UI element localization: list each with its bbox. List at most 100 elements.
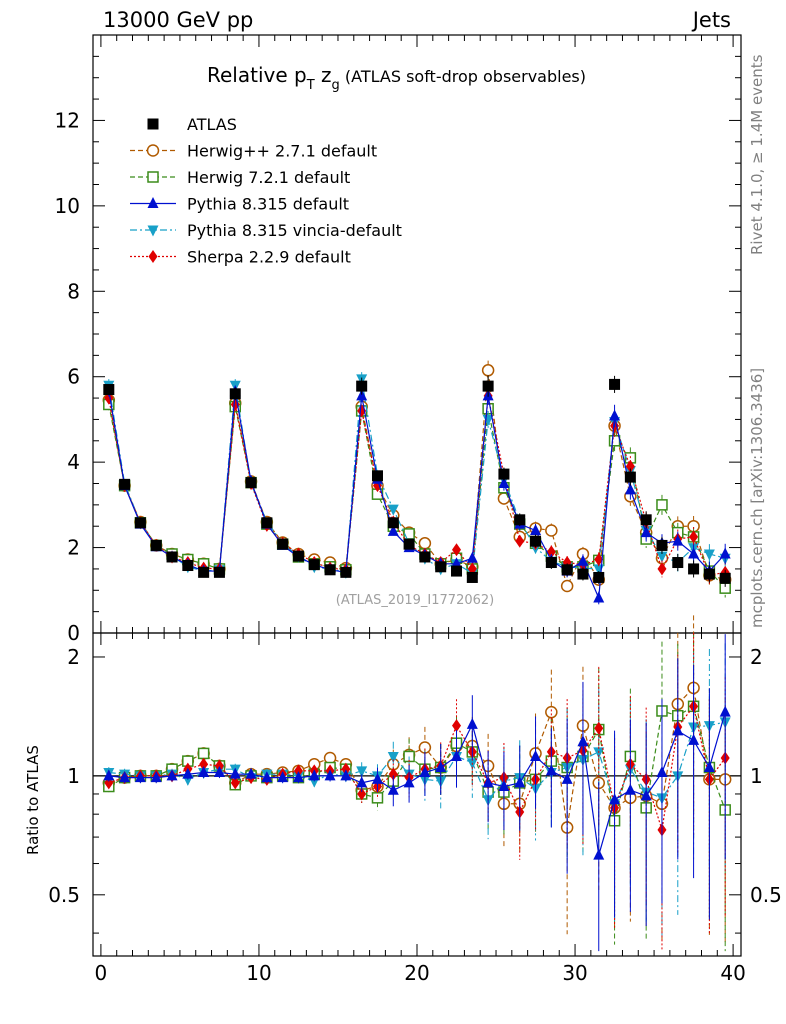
legend-marker-herwigpp — [146, 144, 160, 157]
main-atlas-point — [577, 568, 589, 580]
main-pythia-point — [672, 534, 684, 546]
ratio-pythia-point — [261, 771, 273, 783]
main-atlas-point — [166, 551, 178, 563]
ratio-y-tick-label-right: 1 — [750, 764, 763, 788]
main-atlas-point — [545, 557, 557, 569]
main-pythia-point — [688, 547, 700, 559]
ratio-sherpa-point — [214, 759, 224, 773]
ratio-vincia-point — [356, 766, 368, 778]
ratio-pythia-point — [561, 772, 573, 784]
main-atlas-point — [292, 550, 304, 562]
main-atlas-point — [498, 468, 510, 480]
main-vincia-group — [103, 372, 731, 580]
main-atlas-point — [435, 561, 447, 573]
main-pythia-point — [624, 483, 636, 495]
ratio-pythia-point — [134, 771, 146, 783]
main-sherpa-point — [689, 530, 699, 544]
legend: ATLAS Herwig++ 2.7.1 default Herwig 7.2.1 … — [130, 115, 402, 267]
ratio-y-axis-label: Ratio to ATLAS — [24, 745, 42, 855]
legend-label-herwigpp: Herwig++ 2.7.1 default — [187, 142, 377, 161]
ratio-pythia-point — [403, 776, 415, 788]
ratio-pythia-group — [103, 634, 731, 952]
main-atlas-point — [656, 539, 668, 551]
main-atlas-point — [356, 380, 368, 392]
legend-label-herwig7: Herwig 7.2.1 default — [187, 168, 350, 187]
main-atlas-point — [371, 470, 383, 482]
ratio-pythia-point — [435, 761, 447, 773]
ratio-pythia-point — [324, 769, 336, 781]
main-atlas-point — [245, 477, 257, 489]
y-tick-label: 8 — [67, 279, 80, 303]
ratio-vincia-point — [593, 747, 605, 759]
main-atlas-point — [451, 565, 463, 577]
main-atlas-point — [466, 571, 478, 583]
main-atlas-point — [150, 539, 162, 551]
ratio-pythia-point — [514, 776, 526, 788]
ratio-sherpa-point — [230, 776, 240, 790]
analysis-watermark: (ATLAS_2019_I1772062) — [336, 593, 494, 608]
ratio-sherpa-point — [452, 719, 462, 733]
ratio-vincia-group — [103, 643, 731, 936]
legend-label-pythia: Pythia 8.315 default — [187, 195, 349, 214]
main-atlas-group — [103, 375, 731, 587]
ratio-y-tick-label: 1 — [67, 764, 80, 788]
ratio-pythia-point — [308, 769, 320, 781]
ratio-pythia-point — [198, 765, 210, 777]
ratio-pythia-point — [182, 767, 194, 779]
ratio-pythia-point — [530, 749, 542, 761]
main-sherpa-line — [108, 395, 726, 577]
ratio-pythia-point — [593, 848, 605, 860]
ratio-pythia-point — [166, 769, 178, 781]
main-herwig7-point — [403, 528, 415, 540]
legend-label-sherpa: Sherpa 2.2.9 default — [187, 248, 351, 267]
ratio-pythia-point — [371, 772, 383, 784]
main-atlas-point — [514, 514, 526, 526]
ratio-pythia-point — [451, 749, 463, 761]
main-atlas-point — [134, 517, 146, 529]
main-pythia-line — [108, 390, 726, 599]
main-atlas-point — [719, 572, 731, 584]
ratio-pythia-point — [609, 793, 621, 805]
legend-marker-sherpa — [148, 250, 158, 263]
main-atlas-point — [198, 566, 210, 578]
y-tick-label: 12 — [55, 108, 80, 132]
ratio-y-tick-label: 2 — [67, 645, 80, 669]
ratio-y-tick-label: 0.5 — [48, 883, 80, 907]
y-tick-label: 0 — [67, 621, 80, 645]
legend-label-atlas: ATLAS — [187, 115, 237, 134]
main-atlas-point — [640, 514, 652, 526]
ratio-pythia-point — [688, 733, 700, 745]
ratio-pythia-point — [419, 765, 431, 777]
main-atlas-point — [609, 378, 621, 390]
ratio-pythia-point — [719, 705, 731, 717]
main-atlas-point — [688, 563, 700, 575]
main-herwig7-point — [656, 499, 668, 511]
x-tick-label: 20 — [404, 961, 429, 985]
main-herwigpp-point — [545, 524, 558, 537]
main-sherpa-point — [594, 553, 604, 567]
main-pythia-point — [451, 557, 463, 569]
main-vincia-point — [656, 551, 668, 563]
main-atlas-point — [119, 478, 131, 490]
ratio-sherpa-point — [341, 762, 351, 776]
legend-label-vincia: Pythia 8.315 vincia-default — [187, 221, 402, 240]
legend-marker-vincia — [147, 225, 159, 237]
main-atlas-point — [530, 535, 542, 547]
ratio-herwigpp-group — [102, 615, 732, 944]
main-atlas-point — [340, 566, 352, 578]
ratio-pythia-point — [703, 761, 715, 773]
main-herwigpp-point — [560, 579, 574, 593]
main-herwigpp-group — [102, 360, 732, 593]
main-atlas-point — [103, 384, 115, 396]
x-tick-label: 10 — [246, 961, 271, 985]
header-left: 13000 GeV pp — [103, 8, 254, 32]
main-pythia-group — [103, 383, 731, 605]
ratio-pythia-line — [108, 711, 726, 856]
main-pythia-point — [593, 591, 605, 603]
ratio-pythia-point — [640, 789, 652, 801]
main-pythia-point — [530, 523, 542, 535]
main-atlas-point — [308, 559, 320, 571]
y-tick-label: 2 — [67, 536, 80, 560]
ratio-pythia-point — [466, 717, 478, 729]
ratio-pythia-point — [624, 783, 636, 795]
